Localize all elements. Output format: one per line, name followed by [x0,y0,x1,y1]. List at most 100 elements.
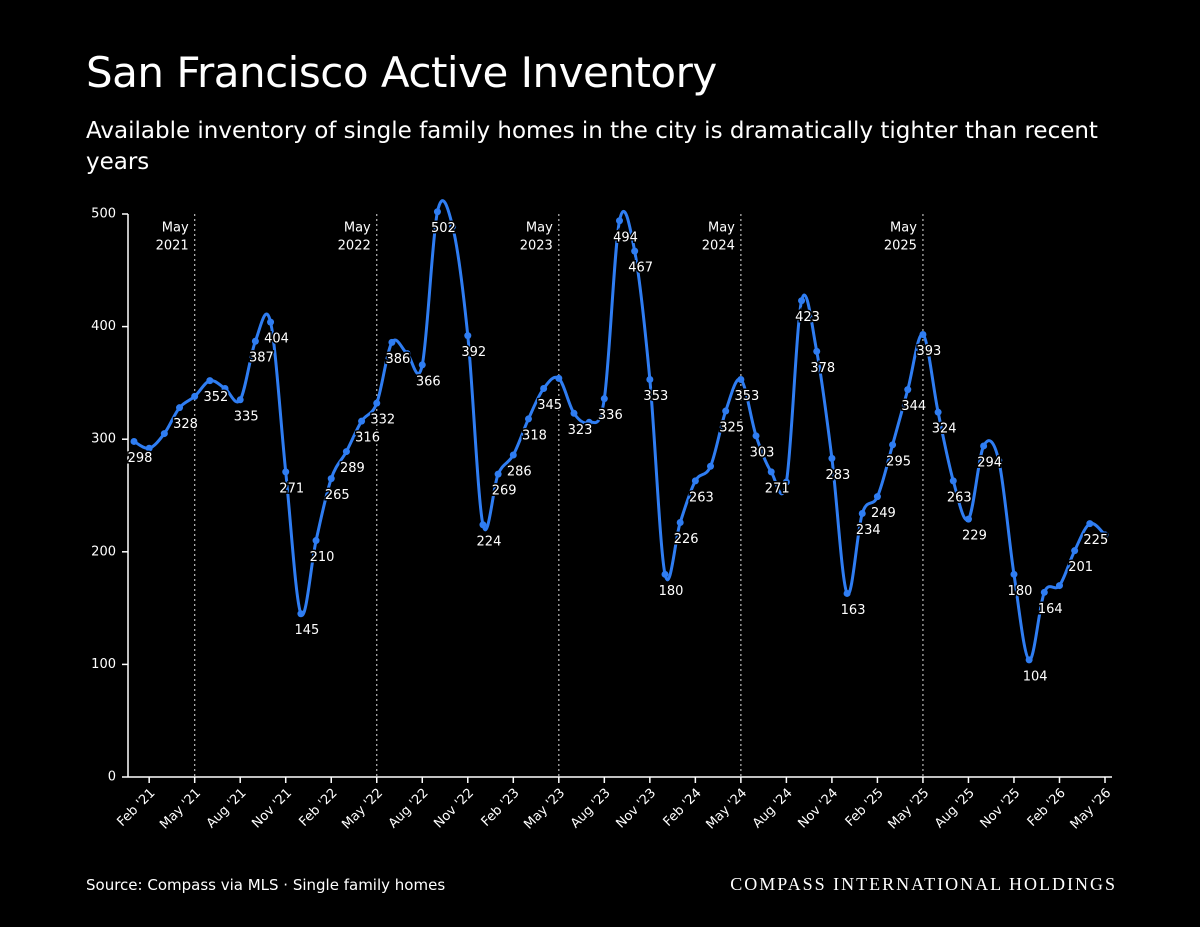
data-point [722,407,730,415]
data-point [1071,547,1079,555]
value-label: 318 [522,428,547,443]
y-tick-label: 500 [91,207,116,222]
value-label: 328 [173,417,198,432]
data-point [949,477,957,485]
value-label: 353 [643,389,668,404]
annotation-label: May [708,221,735,236]
data-point [191,392,199,400]
data-point [1040,588,1048,596]
value-label: 335 [234,409,259,424]
data-point [676,519,684,527]
x-tick-label: Nov '23 [613,786,659,832]
value-label: 366 [416,374,441,389]
chart-title: San Francisco Active Inventory [86,48,717,97]
value-label: 145 [294,623,319,638]
data-point [130,437,138,445]
data-point [176,404,184,412]
annotation-label: May [890,221,917,236]
x-tick-label: May '22 [339,786,386,833]
value-label: 324 [932,422,957,437]
value-label: 283 [825,468,850,483]
data-point [221,385,229,393]
data-point [843,589,851,597]
data-point [782,478,790,486]
chart-subtitle: Available inventory of single family hom… [86,118,1098,175]
y-tick-label: 400 [91,319,116,334]
x-tick-label: May '24 [703,786,750,833]
data-point [980,442,988,450]
data-point [752,432,760,440]
data-point [145,444,153,452]
data-point [934,408,942,416]
data-point [995,457,1003,465]
x-tick-label: Nov '22 [431,786,477,832]
data-point [858,510,866,518]
x-tick-label: Nov '25 [978,786,1024,832]
y-tick-label: 100 [91,657,116,672]
value-label: 210 [310,550,335,565]
data-point [464,332,472,340]
annotation-label: May [344,221,371,236]
data-point [1025,656,1033,664]
data-point [327,475,335,483]
value-label: 344 [901,399,926,414]
annotation-label: 2024 [702,239,735,254]
x-tick-label: Aug '25 [932,786,978,832]
value-label: 502 [431,221,456,236]
value-label: 263 [947,490,972,505]
x-tick-label: May '25 [885,786,932,833]
data-point [767,468,775,476]
x-tick-label: Feb '22 [297,786,341,830]
value-label: 226 [674,532,699,547]
value-label: 393 [917,344,942,359]
data-point [236,396,244,404]
data-point [1055,582,1063,590]
value-label: 180 [1008,584,1033,599]
brand: COMPASS INTERNATIONAL HOLDINGS [730,874,1117,894]
data-point [524,415,532,423]
value-label: 180 [659,584,684,599]
x-tick-label: Aug '24 [750,786,796,832]
data-point [282,468,290,476]
x-tick-label: Nov '24 [796,786,842,832]
data-point [540,385,548,393]
annotation-label: 2022 [338,239,371,254]
data-point [418,361,426,369]
value-label: 303 [750,445,775,460]
data-point [798,297,806,305]
value-label: 332 [370,413,395,428]
data-point [297,610,305,618]
series-line [133,199,1107,662]
data-point [160,430,168,438]
x-tick-label: Feb '25 [843,786,887,830]
value-label: 494 [613,230,638,245]
data-point [616,217,623,225]
x-tick-label: May '23 [521,786,568,833]
data-point [403,350,411,358]
x-tick-label: May '26 [1068,786,1115,833]
data-point [206,377,214,385]
value-label: 352 [203,390,228,405]
value-label: 353 [734,389,759,404]
value-label: 323 [568,423,593,438]
value-label: 249 [871,506,896,521]
data-point [813,347,821,355]
y-tick-label: 300 [91,432,116,447]
data-point [358,417,366,425]
value-label: 229 [962,529,987,544]
value-label: 423 [795,310,820,325]
value-label: 265 [325,488,350,503]
data-point [707,462,715,470]
x-tick-label: Aug '23 [568,786,614,832]
value-label: 392 [461,345,486,360]
value-label: 263 [689,490,714,505]
value-label: 224 [477,534,502,549]
value-label: 467 [628,261,653,276]
value-label: 336 [598,408,623,423]
data-point [494,470,502,478]
value-label: 404 [264,332,289,347]
data-point [373,399,381,407]
data-point [1086,520,1094,528]
value-label: 345 [537,398,562,413]
